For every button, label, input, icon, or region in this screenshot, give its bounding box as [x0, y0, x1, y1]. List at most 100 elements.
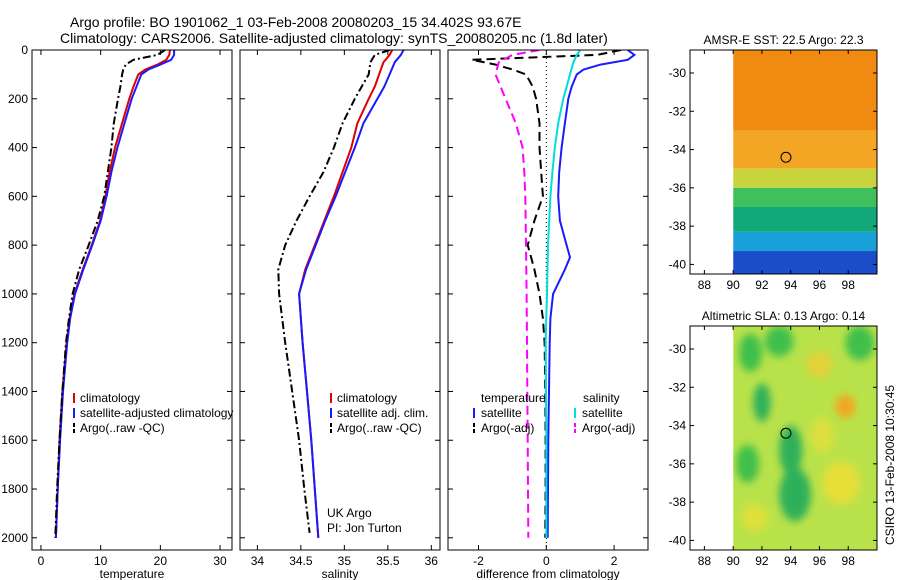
legend-label: satellite — [481, 406, 522, 420]
legend-label: satellite adj. clim. — [337, 406, 428, 420]
y-tick-label: -30 — [669, 66, 687, 80]
sst-map-plot-frame — [689, 49, 878, 275]
heatmap-blob — [806, 350, 833, 378]
annotation-text: PI: Jon Turton — [327, 521, 402, 535]
difference-plot-frame — [447, 49, 649, 551]
y-tick-label: 400 — [8, 141, 28, 155]
series-line — [298, 50, 405, 538]
x-tick-label: 34.5 — [289, 554, 313, 568]
heatmap-band — [733, 168, 877, 188]
series-line — [546, 50, 637, 538]
heatmap-band — [733, 206, 877, 232]
y-tick-label: -40 — [669, 257, 687, 271]
y-tick-label: -38 — [669, 219, 687, 233]
y-tick-label: -36 — [669, 181, 687, 195]
legend-label: Argo(-adj) — [582, 421, 635, 435]
x-tick-label: 98 — [842, 278, 856, 292]
heatmap-blob — [764, 326, 794, 357]
y-tick-label: -34 — [669, 419, 687, 433]
argo-location-marker — [780, 427, 792, 439]
y-tick-label: 1200 — [1, 336, 28, 350]
legend-header-temperature: temperature — [481, 391, 546, 405]
y-tick-label: 600 — [8, 189, 28, 203]
heatmap-blob — [753, 383, 771, 422]
salinity-plot-frame — [239, 49, 441, 551]
heatmap-blob — [822, 461, 860, 505]
legend-label: Argo(..raw -QC) — [80, 421, 165, 435]
x-tick-label: 94 — [784, 278, 798, 292]
legend-header-salinity: salinity — [583, 391, 620, 405]
heatmap-band — [733, 251, 877, 274]
x-tick-label: 10 — [94, 554, 108, 568]
x-tick-label: 36 — [425, 554, 439, 568]
x-axis-label: temperature — [100, 567, 165, 580]
series-line — [544, 50, 582, 538]
series-line — [277, 50, 390, 534]
y-tick-label: -40 — [669, 533, 687, 547]
x-tick-label: 35.5 — [376, 554, 400, 568]
salinity-panel: 34 34.5 35 35.5 36 salinity climatologysatelli… — [239, 49, 441, 580]
heatmap-blob — [810, 417, 834, 453]
y-tick-label: -36 — [669, 457, 687, 471]
annotation-text: UK Argo — [327, 506, 372, 520]
y-tick-label: -30 — [669, 342, 687, 356]
x-tick-label: 96 — [813, 278, 827, 292]
sst-map-panel: AMSR-E SST: 22.5 Argo: 22.3 88 90 92 94 96 98 -… — [669, 33, 878, 292]
heatmap-blob — [835, 394, 856, 418]
x-tick-label: 88 — [698, 278, 712, 292]
x-tick-label: 20 — [154, 554, 168, 568]
temperature-panel: 0 10 20 30 temperature 0 200 400 600 800 1000 1200 1… — [1, 43, 233, 580]
x-tick-label: 90 — [726, 278, 740, 292]
header-line-2: Climatology: CARS2006. Satellite-adjuste… — [60, 30, 608, 46]
argo-location-marker — [780, 151, 792, 163]
heatmap-band — [733, 50, 877, 131]
y-tick-label: 1400 — [1, 384, 28, 398]
x-tick-label: 90 — [726, 554, 740, 568]
heatmap-blob — [845, 326, 875, 361]
x-tick-label: 0 — [38, 554, 45, 568]
y-tick-label: 800 — [8, 238, 28, 252]
heatmap-blob — [741, 504, 768, 531]
y-tick-label: 1000 — [1, 287, 28, 301]
heatmap-blob — [779, 467, 811, 522]
y-tick-label: 2000 — [1, 531, 28, 545]
heatmap-blob — [736, 444, 760, 483]
legend-label: satellite-adjusted climatology — [80, 406, 233, 420]
heatmap-band — [733, 187, 877, 207]
temperature-plot-frame — [31, 49, 233, 551]
x-tick-label: 35 — [338, 554, 352, 568]
sla-map-plot-frame — [689, 325, 878, 551]
x-tick-label: 92 — [755, 554, 769, 568]
sla-map-blobs — [736, 326, 875, 531]
sst-map-field — [733, 50, 877, 274]
y-tick-label: 1600 — [1, 433, 28, 447]
x-tick-label: 92 — [755, 278, 769, 292]
x-axis-label: difference from climatology — [476, 567, 619, 580]
x-tick-label: 96 — [813, 554, 827, 568]
x-tick-label: 94 — [784, 554, 798, 568]
sla-map-field — [733, 326, 877, 550]
x-tick-label: -2 — [473, 554, 484, 568]
legend-label: Argo(-adj) — [481, 421, 534, 435]
heatmap-band — [733, 130, 877, 169]
legend-label: climatology — [80, 391, 140, 405]
legend-label: satellite — [582, 406, 623, 420]
x-tick-label: 88 — [698, 554, 712, 568]
series-line — [54, 50, 166, 538]
x-axis-label: salinity — [322, 567, 359, 580]
sla-map-panel: Altimetric SLA: 0.13 Argo: 0.14 88 90 92 94 9… — [669, 309, 897, 568]
sst-map-title: AMSR-E SST: 22.5 Argo: 22.3 — [703, 33, 863, 47]
series-line — [494, 50, 540, 538]
x-tick-label: 0 — [543, 554, 550, 568]
x-tick-label: 98 — [842, 554, 856, 568]
legend-label: climatology — [337, 391, 397, 405]
y-tick-label: 0 — [21, 43, 28, 57]
csiro-side-label: CSIRO 13-Feb-2008 10:30:45 — [883, 385, 897, 545]
x-tick-label: 30 — [213, 554, 227, 568]
heatmap-blob — [738, 333, 762, 372]
heatmap-band — [733, 231, 877, 252]
y-tick-label: 1800 — [1, 482, 28, 496]
sla-map-title: Altimetric SLA: 0.13 Argo: 0.14 — [702, 309, 866, 323]
